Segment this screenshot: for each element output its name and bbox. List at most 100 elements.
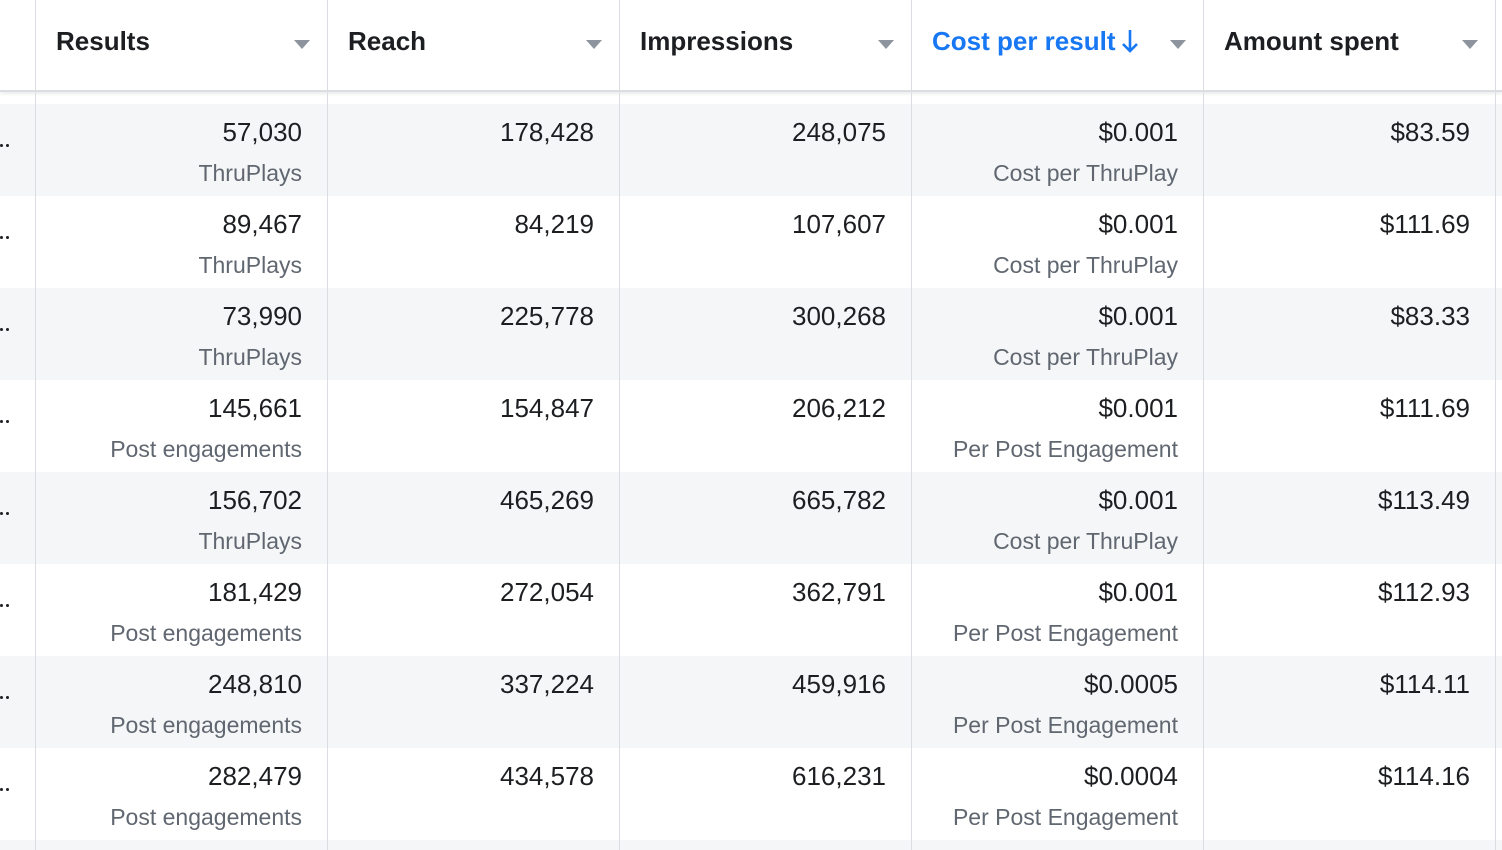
reach-value: 337,224 <box>500 669 594 699</box>
amount-value: $111.69 <box>1379 209 1470 239</box>
dropdown-toggle[interactable] <box>586 40 602 50</box>
table-row: 145,661 Post engagements 154,847 206,212 $0.… <box>0 380 1502 472</box>
truncation-dot <box>6 144 9 147</box>
table-row: 73,990 ThruPlays 225,778 300,268 $0.001 Cost … <box>0 288 1502 380</box>
results-label: ThruPlays <box>198 528 302 554</box>
truncation-dot <box>0 328 3 331</box>
cost-label: Cost per ThruPlay <box>993 344 1178 370</box>
truncation-dot <box>6 696 9 699</box>
cost-value: $0.0004 <box>1084 761 1178 791</box>
column-header[interactable]: Cost per result <box>932 26 1140 57</box>
reach-value: 154,847 <box>500 393 594 423</box>
results-value: 73,990 <box>222 301 302 331</box>
dropdown-toggle[interactable] <box>1462 40 1478 50</box>
results-value: 248,810 <box>208 669 302 699</box>
reach-value: 178,428 <box>500 117 594 147</box>
truncation-dot <box>0 604 3 607</box>
column-header[interactable]: Impressions <box>640 26 794 56</box>
truncation-dot <box>6 328 9 331</box>
cost-label: Per Post Engagement <box>952 712 1178 738</box>
cost-label: Cost per ThruPlay <box>993 528 1178 554</box>
cost-value: $0.001 <box>1098 485 1178 515</box>
truncation-dot <box>0 512 3 515</box>
results-value: 181,429 <box>208 577 302 607</box>
results-label: ThruPlays <box>198 160 302 186</box>
results-label: Post engagements <box>110 620 302 646</box>
cost-label: Per Post Engagement <box>952 804 1178 830</box>
results-value: 156,702 <box>208 485 302 515</box>
truncation-dot <box>0 420 3 423</box>
table-row: 89,467 ThruPlays 84,219 107,607 $0.001 Cost p… <box>0 196 1502 288</box>
table-header: Results Reach Impressions Cost per result Am… <box>0 0 1502 92</box>
truncation-dot <box>6 236 9 239</box>
reach-value: 84,219 <box>514 209 594 239</box>
results-value: 282,479 <box>208 761 302 791</box>
dropdown-toggle[interactable] <box>1170 40 1186 50</box>
reach-value: 272,054 <box>500 577 594 607</box>
results-label: ThruPlays <box>198 344 302 370</box>
truncation-dot <box>6 420 9 423</box>
row-partial <box>0 90 1502 104</box>
cost-value: $0.001 <box>1098 209 1178 239</box>
cost-label: Cost per ThruPlay <box>993 252 1178 278</box>
reach-value: 465,269 <box>500 485 594 515</box>
amount-value: $111.69 <box>1379 393 1470 423</box>
truncation-dot <box>0 788 3 791</box>
cost-label: Per Post Engagement <box>952 620 1178 646</box>
amount-value: $114.16 <box>1377 761 1470 791</box>
column-divider <box>1203 0 1204 850</box>
table-row: 248,810 Post engagements 337,224 459,916 $0.… <box>0 656 1502 748</box>
amount-value: $114.11 <box>1379 669 1470 699</box>
impressions-value: 107,607 <box>792 209 886 239</box>
reach-value: 225,778 <box>500 301 594 331</box>
amount-value: $113.49 <box>1377 485 1470 515</box>
table-row: 282,479 Post engagements 434,578 616,231 $0.… <box>0 748 1502 840</box>
row-partial <box>0 840 1502 850</box>
impressions-value: 459,916 <box>792 669 886 699</box>
cost-value: $0.001 <box>1098 301 1178 331</box>
table-row: 57,030 ThruPlays 178,428 248,075 $0.001 Cost … <box>0 104 1502 196</box>
cost-value: $0.0005 <box>1084 669 1178 699</box>
cost-value: $0.001 <box>1098 117 1178 147</box>
cost-value: $0.001 <box>1098 577 1178 607</box>
cost-label: Cost per ThruPlay <box>993 160 1178 186</box>
sort-arrow <box>1121 30 1138 53</box>
results-label: Post engagements <box>110 712 302 738</box>
column-divider <box>911 0 912 850</box>
results-label: Post engagements <box>110 436 302 462</box>
column-header[interactable]: Amount spent <box>1224 26 1399 56</box>
impressions-value: 248,075 <box>792 117 886 147</box>
column-divider <box>619 0 620 850</box>
amount-value: $112.93 <box>1377 577 1470 607</box>
impressions-value: 665,782 <box>792 485 886 515</box>
truncation-dot <box>0 144 3 147</box>
truncation-dot <box>0 696 3 699</box>
results-label: Post engagements <box>110 804 302 830</box>
results-value: 89,467 <box>222 209 302 239</box>
truncation-dot <box>0 236 3 239</box>
cost-value: $0.001 <box>1098 393 1178 423</box>
results-value: 57,030 <box>222 117 302 147</box>
impressions-value: 362,791 <box>792 577 886 607</box>
results-label: ThruPlays <box>198 252 302 278</box>
column-divider <box>1495 0 1496 850</box>
impressions-value: 616,231 <box>792 761 886 791</box>
impressions-value: 300,268 <box>792 301 886 331</box>
table-row: 181,429 Post engagements 272,054 362,791 $0.… <box>0 564 1502 656</box>
truncation-dot <box>6 512 9 515</box>
column-header[interactable]: Reach <box>348 26 427 56</box>
amount-value: $83.33 <box>1390 301 1470 331</box>
truncation-dot <box>6 604 9 607</box>
truncation-dot <box>6 788 9 791</box>
dropdown-toggle[interactable] <box>878 40 894 50</box>
impressions-value: 206,212 <box>792 393 886 423</box>
dropdown-toggle[interactable] <box>294 40 310 50</box>
cost-label: Per Post Engagement <box>952 436 1178 462</box>
column-header[interactable]: Results <box>56 26 150 56</box>
column-divider <box>327 0 328 850</box>
table-row: 156,702 ThruPlays 465,269 665,782 $0.001 Cost… <box>0 472 1502 564</box>
results-value: 145,661 <box>208 393 302 423</box>
amount-value: $83.59 <box>1390 117 1470 147</box>
column-divider <box>35 0 36 850</box>
